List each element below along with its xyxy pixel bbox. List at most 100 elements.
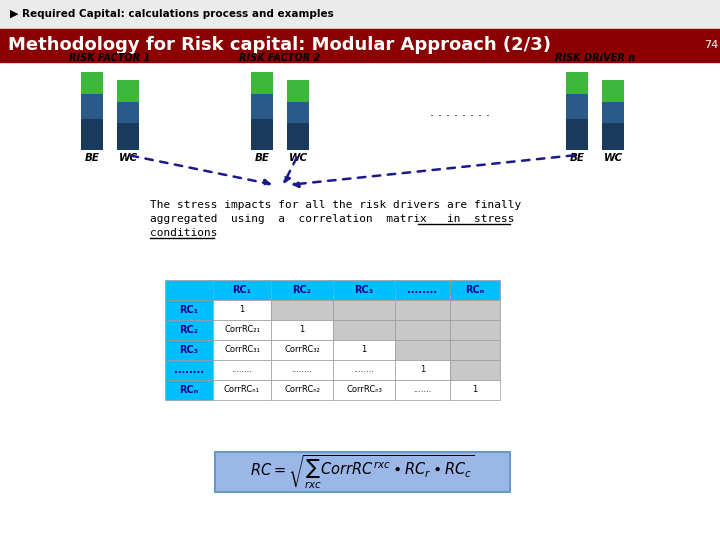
Text: conditions: conditions (150, 228, 217, 238)
Bar (271, 340, 333, 360)
Text: 1: 1 (420, 366, 425, 375)
Text: CorrRC₂₁: CorrRC₂₁ (224, 326, 260, 334)
Text: RC₃: RC₃ (354, 285, 374, 295)
Bar (602, 103, 624, 124)
Text: BE: BE (254, 153, 269, 163)
Bar (566, 119, 588, 150)
Text: aggregated  using  a  correlation  matrix   in  stress: aggregated using a correlation matrix in… (150, 214, 515, 224)
Bar (333, 280, 395, 300)
Text: $RC = \sqrt{\sum_{rxc} CorrRC^{rxc} \bullet RC_r \bullet RC_c}$: $RC = \sqrt{\sum_{rxc} CorrRC^{rxc} \bul… (251, 453, 474, 491)
Bar (333, 360, 395, 380)
Bar (271, 360, 333, 380)
Bar (165, 280, 213, 300)
Text: ........: ........ (354, 366, 374, 375)
Bar (213, 380, 271, 400)
Bar (333, 300, 395, 320)
Bar (450, 320, 500, 340)
Text: ........: ........ (232, 366, 253, 375)
Text: 74: 74 (704, 40, 718, 50)
Bar (165, 300, 213, 320)
Text: RC₁: RC₁ (179, 305, 199, 315)
Text: BE: BE (570, 153, 585, 163)
Bar (271, 380, 333, 400)
Bar (450, 300, 500, 320)
Text: WC: WC (603, 153, 623, 163)
Bar (165, 320, 213, 340)
Bar (117, 103, 139, 124)
Bar (165, 360, 213, 380)
Text: .......: ....... (413, 386, 432, 395)
Bar (165, 380, 213, 400)
Bar (450, 360, 500, 380)
Bar (333, 380, 395, 400)
Bar (0, 0, 720, 28)
Bar (251, 94, 273, 119)
Text: ........: ........ (408, 285, 438, 295)
Bar (287, 103, 309, 124)
Text: RC₃: RC₃ (179, 345, 199, 355)
Text: CorrRCₙ₁: CorrRCₙ₁ (224, 386, 260, 395)
Text: RC₂: RC₂ (292, 285, 312, 295)
Text: ........: ........ (174, 365, 204, 375)
Text: ▶: ▶ (10, 9, 19, 19)
Text: CorrRC₃₁: CorrRC₃₁ (224, 346, 260, 354)
Bar (81, 119, 103, 150)
Bar (450, 280, 500, 300)
Text: CorrRCₙ₃: CorrRCₙ₃ (346, 386, 382, 395)
Bar (333, 340, 395, 360)
Bar (602, 124, 624, 150)
Text: RCₙ: RCₙ (465, 285, 485, 295)
Text: ........: ........ (292, 366, 312, 375)
Text: RC₁: RC₁ (233, 285, 251, 295)
Bar (117, 80, 139, 103)
Text: CorrRCₙ₂: CorrRCₙ₂ (284, 386, 320, 395)
Bar (395, 280, 450, 300)
Bar (450, 380, 500, 400)
Bar (566, 72, 588, 94)
Text: RC₂: RC₂ (179, 325, 199, 335)
Text: . . . . . . . .: . . . . . . . . (430, 105, 490, 118)
Text: Methodology for Risk capital: Modular Approach (2/3): Methodology for Risk capital: Modular Ap… (8, 36, 551, 54)
Text: WC: WC (289, 153, 307, 163)
Bar (287, 80, 309, 103)
Text: CorrRC₃₂: CorrRC₃₂ (284, 346, 320, 354)
Text: 1: 1 (361, 346, 366, 354)
Bar (395, 340, 450, 360)
Bar (213, 340, 271, 360)
Bar (213, 320, 271, 340)
Bar (0, 29, 702, 62)
Text: RISK FACTOR 2: RISK FACTOR 2 (239, 53, 320, 63)
Text: WC: WC (118, 153, 138, 163)
Bar (395, 380, 450, 400)
Text: Required Capital: calculations process and examples: Required Capital: calculations process a… (22, 9, 334, 19)
Bar (271, 300, 333, 320)
Bar (81, 94, 103, 119)
Bar (213, 360, 271, 380)
Bar (602, 80, 624, 103)
Text: RISK FACTOR 1: RISK FACTOR 1 (69, 53, 150, 63)
Text: RISK DRIVER n: RISK DRIVER n (555, 53, 635, 63)
Bar (251, 119, 273, 150)
Text: 1: 1 (300, 326, 305, 334)
Text: 1: 1 (472, 386, 477, 395)
Bar (287, 124, 309, 150)
Text: 1: 1 (239, 306, 245, 314)
Bar (702, 29, 720, 62)
Bar (213, 300, 271, 320)
Bar (333, 320, 395, 340)
Bar (117, 124, 139, 150)
Bar (271, 280, 333, 300)
Bar (215, 452, 510, 492)
Bar (395, 320, 450, 340)
Text: RCₙ: RCₙ (179, 385, 199, 395)
Bar (450, 340, 500, 360)
Bar (165, 340, 213, 360)
Bar (395, 300, 450, 320)
Bar (566, 94, 588, 119)
Text: The stress impacts for all the risk drivers are finally: The stress impacts for all the risk driv… (150, 200, 521, 210)
Bar (251, 72, 273, 94)
Bar (395, 360, 450, 380)
Text: BE: BE (84, 153, 99, 163)
Bar (271, 320, 333, 340)
Bar (213, 280, 271, 300)
